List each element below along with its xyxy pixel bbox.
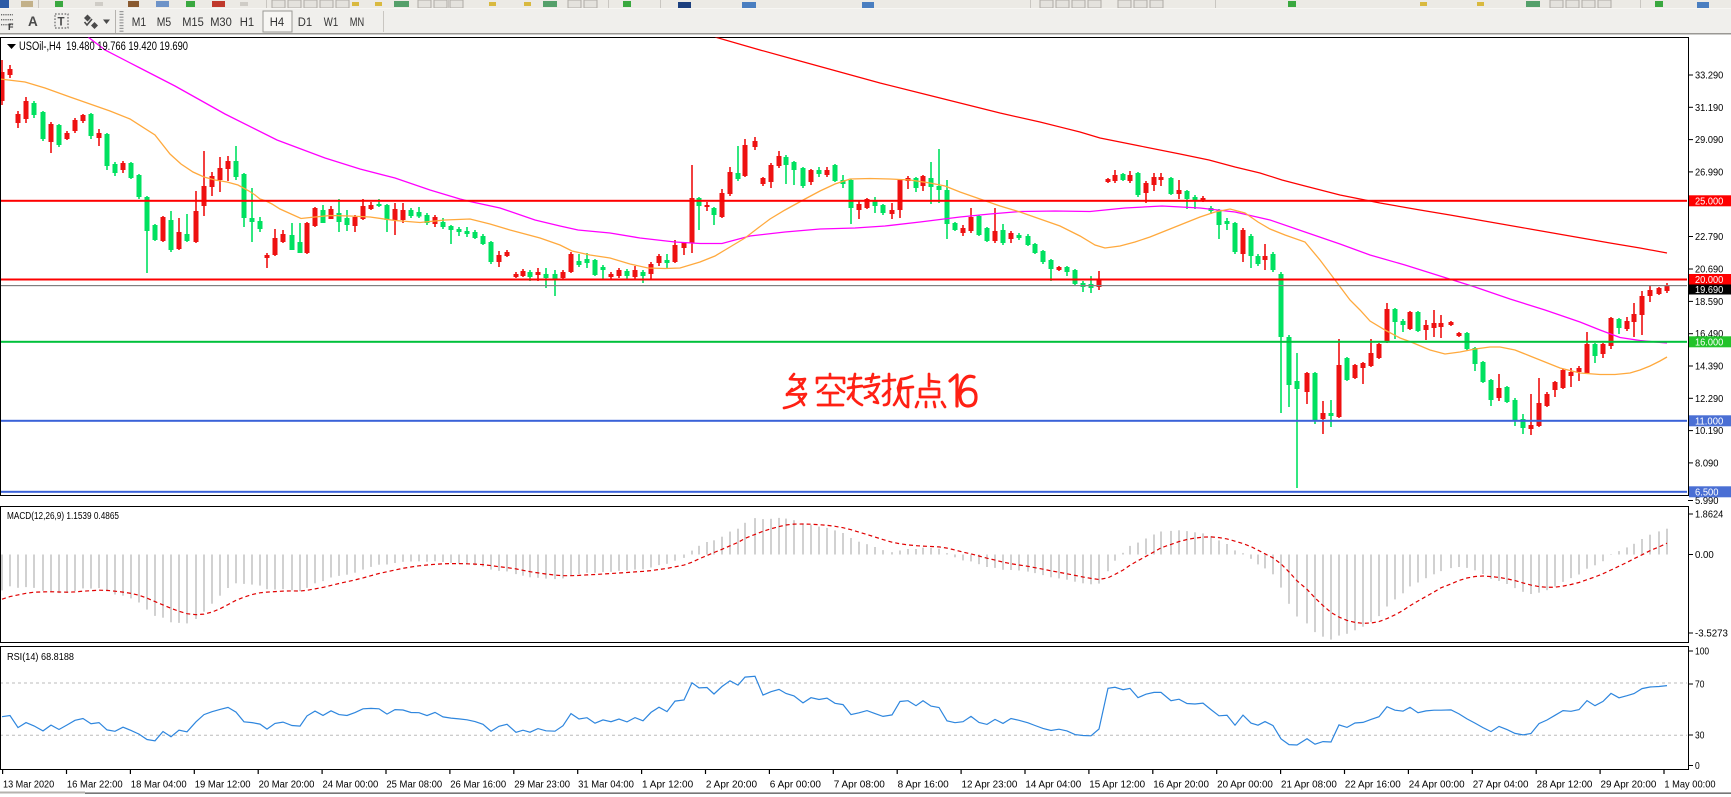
svg-text:F: F [8,22,14,32]
svg-text:16.490: 16.490 [1695,329,1724,340]
svg-text:26.990: 26.990 [1695,167,1724,178]
svg-text:1 Apr 12:00: 1 Apr 12:00 [642,780,694,791]
svg-text:22.790: 22.790 [1695,232,1724,243]
svg-text:M30: M30 [210,17,232,29]
svg-text:0.00: 0.00 [1695,550,1714,561]
svg-text:27 Apr 04:00: 27 Apr 04:00 [1473,780,1529,791]
svg-text:18.590: 18.590 [1695,297,1724,308]
svg-text:1 May 00:00: 1 May 00:00 [1664,780,1716,791]
svg-text:31 Mar 04:00: 31 Mar 04:00 [578,780,634,791]
svg-text:20 Mar 20:00: 20 Mar 20:00 [259,780,315,791]
svg-text:12 Apr 23:00: 12 Apr 23:00 [962,780,1018,791]
svg-text:W1: W1 [324,17,338,29]
svg-text:11.000: 11.000 [1695,416,1724,427]
svg-text:-3.5273: -3.5273 [1695,629,1728,640]
svg-text:M15: M15 [182,17,204,29]
svg-text:19.690: 19.690 [1695,285,1724,296]
svg-text:20 Apr 00:00: 20 Apr 00:00 [1217,780,1273,791]
svg-text:25.000: 25.000 [1695,196,1724,207]
svg-text:33.290: 33.290 [1695,71,1724,82]
svg-text:29 Apr 20:00: 29 Apr 20:00 [1601,780,1657,791]
svg-text:RSI(14) 68.8188: RSI(14) 68.8188 [7,652,74,663]
svg-text:13 Mar 2020: 13 Mar 2020 [3,780,55,791]
svg-text:H4: H4 [270,17,285,29]
svg-text:MN: MN [350,17,364,29]
svg-text:M1: M1 [132,17,146,29]
svg-text:25 Mar 08:00: 25 Mar 08:00 [386,780,442,791]
svg-text:18 Mar 04:00: 18 Mar 04:00 [131,780,187,791]
svg-text:6.500: 6.500 [1695,487,1719,498]
svg-text:H1: H1 [240,17,254,29]
svg-text:MACD(12,26,9) 1.1539 0.4865: MACD(12,26,9) 1.1539 0.4865 [7,511,119,522]
svg-text:10.190: 10.190 [1695,426,1724,437]
svg-text:D1: D1 [298,17,312,29]
svg-text:8 Apr 16:00: 8 Apr 16:00 [898,780,950,791]
svg-text:14 Apr 04:00: 14 Apr 04:00 [1025,780,1081,791]
svg-text:16 Apr 20:00: 16 Apr 20:00 [1153,780,1209,791]
svg-text:7 Apr 08:00: 7 Apr 08:00 [834,780,886,791]
svg-text:22 Apr 16:00: 22 Apr 16:00 [1345,780,1401,791]
svg-text:30: 30 [1695,731,1705,742]
svg-text:T: T [58,17,65,29]
svg-text:31.190: 31.190 [1695,103,1724,114]
svg-text:16.000: 16.000 [1695,337,1724,348]
svg-text:1.8624: 1.8624 [1695,510,1724,521]
svg-text:24 Mar 00:00: 24 Mar 00:00 [323,780,379,791]
svg-text:14.390: 14.390 [1695,362,1724,373]
svg-text:6 Apr 00:00: 6 Apr 00:00 [770,780,822,791]
svg-text:28 Apr 12:00: 28 Apr 12:00 [1537,780,1593,791]
svg-text:2 Apr 20:00: 2 Apr 20:00 [706,780,758,791]
svg-text:26 Mar 16:00: 26 Mar 16:00 [450,780,506,791]
svg-text:5.990: 5.990 [1695,496,1719,507]
svg-text:12.290: 12.290 [1695,394,1724,405]
svg-text:16 Mar 22:00: 16 Mar 22:00 [67,780,123,791]
svg-text:0: 0 [1695,761,1700,772]
svg-text:15 Apr 12:00: 15 Apr 12:00 [1089,780,1145,791]
svg-text:100: 100 [1695,647,1709,658]
svg-text:20.000: 20.000 [1695,275,1724,286]
svg-text:70: 70 [1695,680,1705,691]
svg-text:M5: M5 [157,17,171,29]
svg-text:21 Apr 08:00: 21 Apr 08:00 [1281,780,1337,791]
svg-text:29 Mar 23:00: 29 Mar 23:00 [514,780,570,791]
svg-text:A: A [28,14,38,29]
svg-text:19 Mar 12:00: 19 Mar 12:00 [195,780,251,791]
svg-text:20.690: 20.690 [1695,265,1724,276]
svg-text:USOil-,H4 19.480 19.766 19.42: USOil-,H4 19.480 19.766 19.420 19.690 [19,41,188,53]
svg-text:24 Apr 00:00: 24 Apr 00:00 [1409,780,1465,791]
svg-text:29.090: 29.090 [1695,135,1724,146]
svg-text:8.090: 8.090 [1695,458,1719,469]
